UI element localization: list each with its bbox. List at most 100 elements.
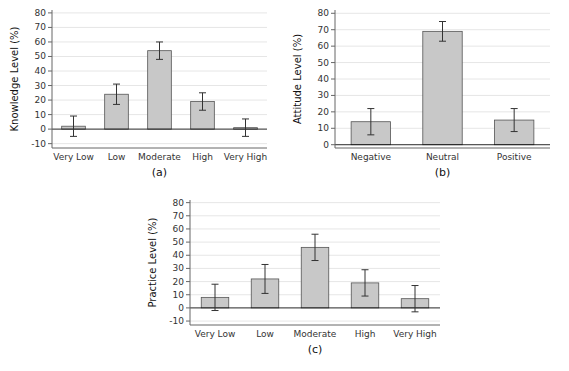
y-axis-label: Practice Level (%) bbox=[147, 217, 158, 307]
tick-mark bbox=[48, 85, 52, 86]
tick-mark bbox=[186, 228, 190, 229]
category-label: High bbox=[355, 329, 376, 339]
category-label: Very High bbox=[393, 329, 437, 339]
tick-mark bbox=[48, 129, 52, 130]
tick-label: 60 bbox=[35, 37, 47, 47]
tick-label: 20 bbox=[173, 277, 185, 287]
marks bbox=[335, 22, 550, 145]
tick-label: 20 bbox=[35, 95, 47, 105]
tick-label: 60 bbox=[318, 41, 330, 51]
tick-mark bbox=[48, 143, 52, 144]
panel: 01020304050607080NegativeNeutralPositive… bbox=[292, 8, 550, 179]
tick-label: 60 bbox=[173, 224, 185, 234]
category-label: Very Low bbox=[53, 152, 94, 162]
x-axis-label: (b) bbox=[435, 166, 451, 179]
grid-line bbox=[335, 144, 550, 145]
category-label: Moderate bbox=[138, 152, 181, 162]
tick-label: 40 bbox=[173, 250, 185, 260]
error-bar bbox=[362, 270, 369, 296]
tick-label: 20 bbox=[318, 107, 330, 117]
marks bbox=[190, 234, 440, 312]
tick-label: 10 bbox=[173, 290, 185, 300]
grid-line bbox=[52, 12, 267, 13]
tick-label: 30 bbox=[173, 263, 185, 273]
zero-line bbox=[335, 144, 550, 145]
category-label: Very Low bbox=[195, 329, 236, 339]
tick-mark bbox=[48, 71, 52, 72]
figure: -10 0 10 20 30 40 50 60 70 80 Very Low Low Moderate H… bbox=[0, 0, 569, 371]
tick-label: 50 bbox=[318, 58, 330, 68]
error-bar bbox=[156, 42, 163, 59]
tick-mark bbox=[48, 12, 52, 13]
tick-mark bbox=[331, 95, 335, 96]
error-bar bbox=[113, 84, 120, 104]
tick-label: 0 bbox=[323, 140, 329, 150]
tick-mark bbox=[331, 13, 335, 14]
tick-mark bbox=[186, 242, 190, 243]
tick-mark bbox=[186, 202, 190, 203]
error-bar bbox=[70, 116, 77, 136]
grid-line bbox=[52, 143, 267, 144]
x-axis-label: (a) bbox=[152, 166, 167, 179]
category-label: Low bbox=[108, 152, 126, 162]
tick-label: 10 bbox=[35, 110, 47, 120]
grid-line bbox=[52, 27, 267, 28]
error-bar bbox=[312, 234, 319, 260]
grid-line bbox=[52, 41, 267, 42]
tick-mark bbox=[331, 128, 335, 129]
category-label: Low bbox=[256, 329, 274, 339]
bar bbox=[148, 51, 172, 129]
tick-label: 80 bbox=[35, 8, 47, 18]
tick-label: 50 bbox=[173, 237, 185, 247]
error-bar bbox=[439, 22, 446, 42]
tick-mark bbox=[331, 111, 335, 112]
tick-mark bbox=[48, 56, 52, 57]
category-label: Very High bbox=[224, 152, 268, 162]
y-axis bbox=[335, 10, 336, 148]
tick-mark bbox=[48, 41, 52, 42]
panel: -1001020304050607080Very LowLowModerateH… bbox=[147, 198, 440, 356]
tick-label: 70 bbox=[173, 211, 185, 221]
tick-mark bbox=[186, 215, 190, 216]
x-axis-label: (c) bbox=[308, 343, 323, 356]
marks bbox=[52, 42, 267, 136]
tick-mark bbox=[186, 307, 190, 308]
x-axis bbox=[335, 148, 550, 149]
tick-mark bbox=[186, 281, 190, 282]
tick-label: 0 bbox=[178, 303, 184, 313]
tick-label: 70 bbox=[35, 22, 47, 32]
tick-mark bbox=[331, 29, 335, 30]
tick-mark bbox=[331, 79, 335, 80]
category-label: High bbox=[192, 152, 213, 162]
grid-line bbox=[190, 215, 440, 216]
tick-label: -10 bbox=[169, 316, 184, 326]
error-bar bbox=[511, 109, 518, 132]
zero-line bbox=[190, 307, 440, 308]
tick-mark bbox=[48, 114, 52, 115]
tick-label: 70 bbox=[318, 25, 330, 35]
error-bar bbox=[262, 264, 269, 293]
tick-mark bbox=[48, 100, 52, 101]
tick-mark bbox=[331, 46, 335, 47]
zero-line bbox=[52, 129, 267, 130]
tick-label: 80 bbox=[318, 8, 330, 18]
tick-label: 30 bbox=[35, 81, 47, 91]
grid-line bbox=[190, 228, 440, 229]
panel: -1001020304050607080Very LowLowModerateH… bbox=[9, 8, 267, 179]
y-axis-label: Knowledge Level (%) bbox=[9, 26, 20, 131]
tick-label: 30 bbox=[318, 90, 330, 100]
tick-label: 40 bbox=[318, 74, 330, 84]
grid-line bbox=[52, 129, 267, 130]
error-bar bbox=[242, 119, 249, 136]
tick-mark bbox=[331, 62, 335, 63]
error-bar bbox=[212, 284, 219, 310]
bar bbox=[423, 31, 462, 144]
category-label: Neutral bbox=[426, 152, 459, 162]
x-axis bbox=[190, 325, 440, 326]
tick-label: -10 bbox=[31, 139, 46, 149]
tick-label: 40 bbox=[35, 66, 47, 76]
x-axis bbox=[52, 148, 267, 149]
category-label: Positive bbox=[497, 152, 532, 162]
tick-label: 80 bbox=[173, 198, 185, 208]
grid-line bbox=[190, 321, 440, 322]
